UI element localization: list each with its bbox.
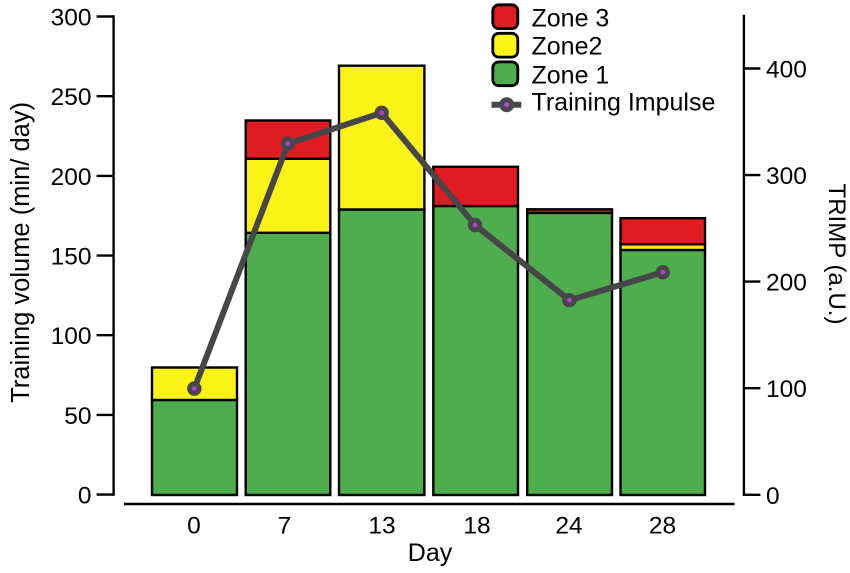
svg-text:28: 28 — [649, 513, 676, 540]
svg-text:300: 300 — [51, 5, 92, 32]
svg-text:150: 150 — [51, 244, 92, 271]
svg-text:0: 0 — [78, 483, 92, 510]
svg-text:Day: Day — [408, 539, 453, 567]
svg-text:50: 50 — [64, 403, 91, 430]
svg-text:24: 24 — [555, 513, 582, 540]
svg-text:TRIMP (a.U.): TRIMP (a.U.) — [823, 184, 850, 325]
svg-text:100: 100 — [766, 376, 807, 403]
svg-text:Zone2: Zone2 — [532, 32, 603, 60]
svg-text:Training Impulse: Training Impulse — [532, 89, 716, 117]
svg-text:18: 18 — [463, 513, 490, 540]
svg-text:200: 200 — [51, 164, 92, 191]
svg-text:0: 0 — [187, 513, 201, 540]
svg-text:Zone 3: Zone 3 — [532, 4, 610, 32]
svg-text:0: 0 — [766, 483, 780, 510]
svg-text:Zone 1: Zone 1 — [532, 62, 610, 90]
svg-text:250: 250 — [51, 84, 92, 111]
svg-text:7: 7 — [278, 513, 292, 540]
svg-text:Training volume (min/ day): Training volume (min/ day) — [7, 102, 35, 403]
svg-text:200: 200 — [766, 270, 807, 297]
svg-text:100: 100 — [51, 323, 92, 350]
svg-text:300: 300 — [766, 163, 807, 190]
svg-text:13: 13 — [368, 513, 395, 540]
svg-text:400: 400 — [766, 57, 807, 84]
